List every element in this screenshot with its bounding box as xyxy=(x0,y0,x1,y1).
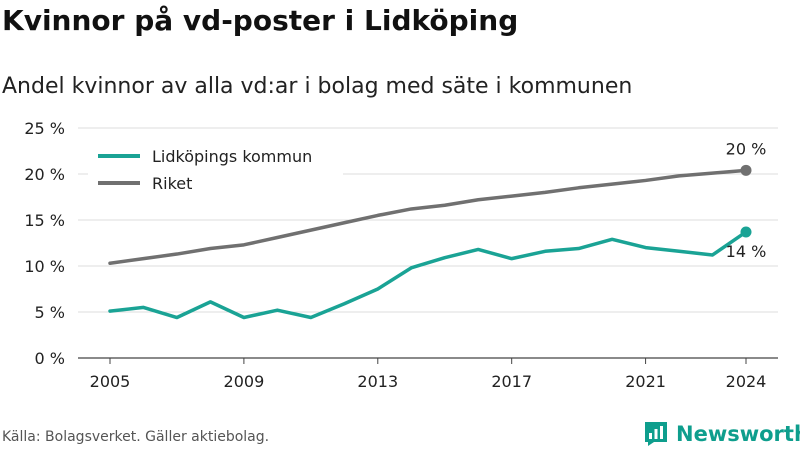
series-line xyxy=(108,168,748,265)
series-line xyxy=(108,230,748,320)
x-axis: 2005 2009 2013 2017 2021 2024 xyxy=(90,358,767,391)
end-point xyxy=(740,164,752,176)
end-point xyxy=(740,226,752,238)
x-tick-label: 2013 xyxy=(357,372,398,391)
chart-subtitle: Andel kvinnor av alla vd:ar i bolag med … xyxy=(2,74,633,99)
y-tick-label: 25 % xyxy=(24,119,65,138)
y-tick-label: 15 % xyxy=(24,211,65,230)
newsworthy-logo-icon xyxy=(645,422,667,446)
series-lines: 14 % 20 % xyxy=(108,139,767,320)
source-note: Källa: Bolagsverket. Gäller aktiebolag. xyxy=(2,429,270,445)
legend-label: Lidköpings kommun xyxy=(152,147,312,166)
chart-title: Kvinnor på vd-poster i Lidköping xyxy=(2,4,519,37)
y-tick-label: 5 % xyxy=(35,303,65,322)
x-tick-label: 2009 xyxy=(224,372,265,391)
brand-logo: Newsworthy xyxy=(644,419,800,449)
x-tick-label: 2005 xyxy=(90,372,131,391)
y-tick-label: 10 % xyxy=(24,257,65,276)
legend-label: Riket xyxy=(152,174,192,193)
end-value-label: 14 % xyxy=(726,242,767,261)
y-tick-label: 0 % xyxy=(35,349,65,368)
y-axis: 0 % 5 % 10 % 15 % 20 % 25 % xyxy=(24,119,65,368)
x-tick-label: 2021 xyxy=(625,372,666,391)
x-tick-label: 2017 xyxy=(491,372,532,391)
end-value-label: 20 % xyxy=(726,139,767,158)
y-tick-label: 20 % xyxy=(24,165,65,184)
brand-name: Newsworthy xyxy=(676,422,800,446)
legend-background xyxy=(88,141,343,199)
legend: Lidköpings kommun Riket xyxy=(88,141,343,199)
x-tick-label: 2024 xyxy=(726,372,767,391)
